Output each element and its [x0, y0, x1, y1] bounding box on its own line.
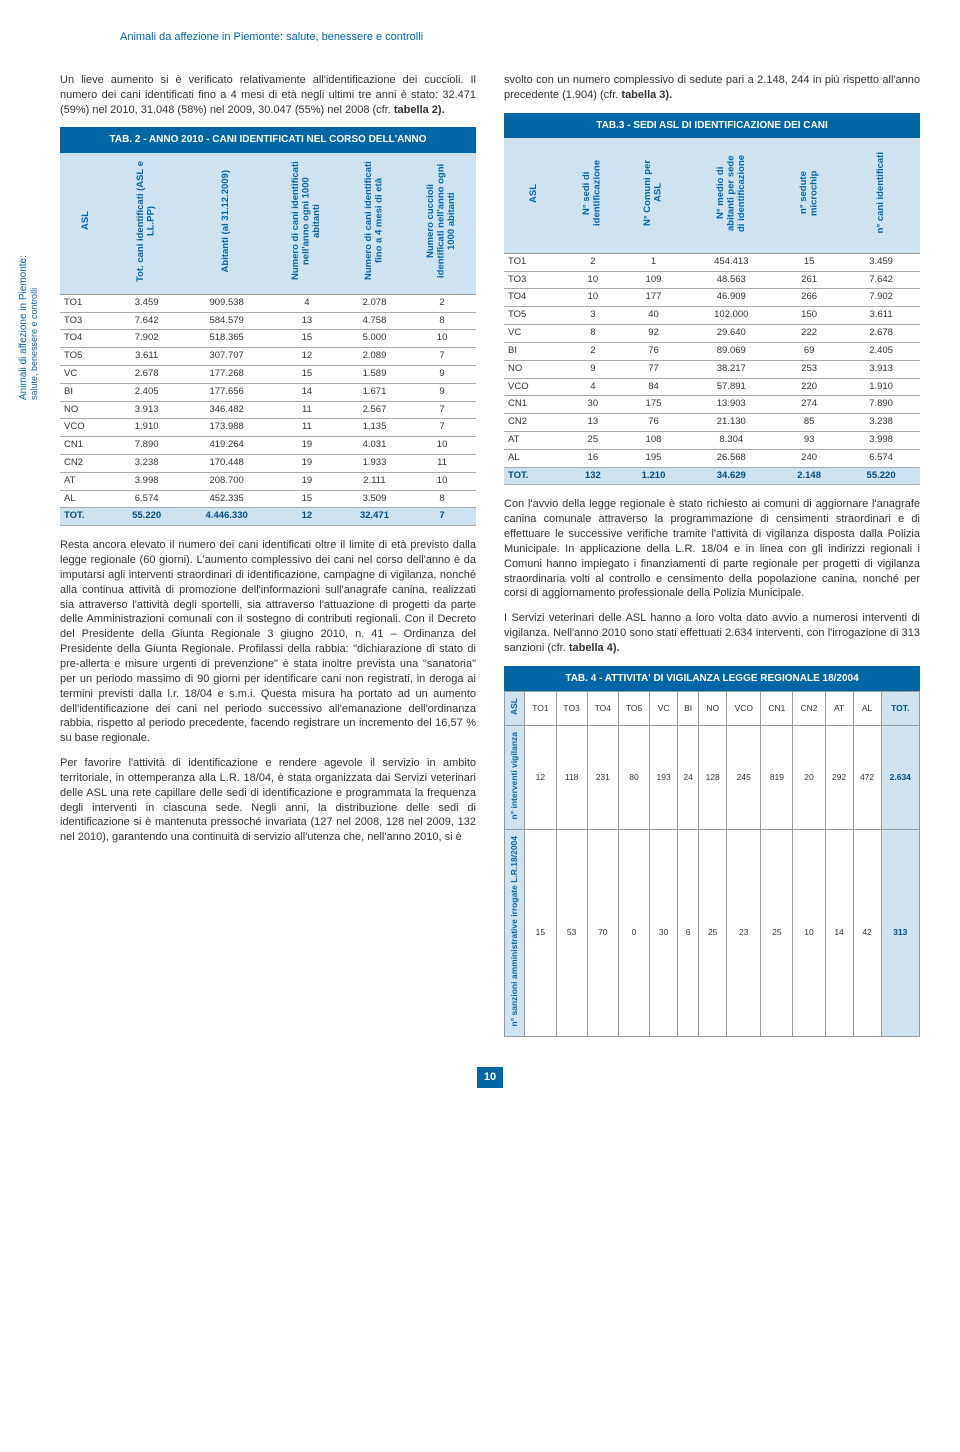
intro-paragraph-1: Un lieve aumento si è verificato relativ…	[60, 73, 476, 118]
table-row: VC89229.6402222.678	[504, 325, 920, 343]
tab2-col-4: Numero di cani identificati fino a 4 mes…	[341, 153, 408, 294]
tab4-rowhdr-sanzioni: n° sanzioni amministrative irrogate L.R.…	[505, 829, 525, 1036]
tab3-col-1: N° sedi di identificazione	[565, 138, 620, 253]
body-paragraph-5: I Servizi veterinari delle ASL hanno a l…	[504, 611, 920, 656]
table-row: CN23.238170.448191.93311	[60, 455, 476, 473]
tab2-title: TAB. 2 - ANNO 2010 - CANI IDENTIFICATI N…	[60, 127, 476, 153]
table-row: TO37.642584.579134.7588	[60, 312, 476, 330]
tab4-col-0: TO1	[525, 692, 556, 725]
table-row: TO5340102.0001503.611	[504, 307, 920, 325]
tab3-col-0: ASL	[504, 138, 565, 253]
table-row: CN13017513.9032747.890	[504, 396, 920, 414]
tab4-col-11: AL	[853, 692, 881, 725]
right-column: svolto con un numero complessivo di sedu…	[504, 73, 920, 1037]
table-row: AT251088.304933.998	[504, 431, 920, 449]
tab2-total-row: TOT.55.2204.446.3301232.4717	[60, 508, 476, 526]
table-row: AL6.574452.335153.5098	[60, 490, 476, 508]
table-row: VCO48457.8912201.910	[504, 378, 920, 396]
tab3-col-5: n° cani identificati	[842, 138, 920, 253]
tab4-col-2: TO4	[587, 692, 618, 725]
tab2-col-0: ASL	[60, 153, 113, 294]
tab4-col-4: VC	[650, 692, 678, 725]
page-number: 10	[477, 1067, 503, 1088]
tab4-col-12: TOT.	[881, 692, 919, 725]
table-row: BI2.405177.656141.6719	[60, 383, 476, 401]
tab4-table: ASLTO1TO3TO4TO5VCBINOVCOCN1CN2ATALTOT. n…	[504, 691, 920, 1036]
tab4-col-9: CN2	[793, 692, 825, 725]
tab4-col-10: AT	[825, 692, 853, 725]
tab3-total-row: TOT.1321.21034.6292.14855.220	[504, 467, 920, 485]
body-paragraph-3: Per favorire l'attività di identificazio…	[60, 756, 476, 845]
page-header: Animali da affezione in Piemonte: salute…	[120, 30, 920, 45]
tab4-col-3: TO5	[618, 692, 649, 725]
table-row: TO31010948.5632617.642	[504, 271, 920, 289]
table-row: VC2.678177.268151.5899	[60, 365, 476, 383]
tab3-col-4: n° sedute microchip	[776, 138, 842, 253]
tab3-col-3: N° medio di abitanti per sede di identif…	[687, 138, 777, 253]
side-label-line2: salute, benessere e controlli	[29, 288, 39, 400]
tab4-title: TAB. 4 - ATTIVITA' DI VIGILANZA LEGGE RE…	[504, 666, 920, 692]
table-row: TO41017746.9092667.902	[504, 289, 920, 307]
tab4-col-6: NO	[699, 692, 727, 725]
body-paragraph-2: Resta ancora elevato il numero dei cani …	[60, 538, 476, 746]
tab2-col-5: Numero cuccioli identificati nell'anno o…	[408, 153, 476, 294]
table-row: NO97738.2172533.913	[504, 360, 920, 378]
side-page-label: Animali di affezione in Piemonte: salute…	[18, 255, 40, 400]
table-row: TO53.611307.707122.0897	[60, 348, 476, 366]
tab3-col-2: N° Comuni per ASL	[620, 138, 686, 253]
body-paragraph-4: Con l'avvio della legge regionale è stat…	[504, 497, 920, 601]
table-row: TO13.459909.53842.0782	[60, 294, 476, 312]
tab4-col-5: BI	[678, 692, 699, 725]
table-row: BI27689.069692.405	[504, 342, 920, 360]
table-row: TO121454.413153.459	[504, 253, 920, 271]
col2-intro: svolto con un numero complessivo di sedu…	[504, 73, 920, 103]
table-row: VCO1.910173.988111.1357	[60, 419, 476, 437]
left-column: Un lieve aumento si è verificato relativ…	[60, 73, 476, 1037]
tab4-rowhdr-interventi: n° interventi vigilanza	[505, 725, 525, 829]
tab4-col-8: CN1	[761, 692, 793, 725]
tab4-col-7: VCO	[727, 692, 761, 725]
table-row: CN2137621.130853.238	[504, 414, 920, 432]
table-row: AT3.998208.700192.11110	[60, 472, 476, 490]
table-row: AL1619526.5682406.574	[504, 449, 920, 467]
table-row: NO3.913346.482112.5677	[60, 401, 476, 419]
tab2-col-2: Abitanti (al 31.12.2009)	[180, 153, 273, 294]
tab2-table: ASLTot. cani identificati (ASL e LL.PP)A…	[60, 153, 476, 526]
table-row: TO47.902518.365155.00010	[60, 330, 476, 348]
tab2-col-1: Tot. cani identificati (ASL e LL.PP)	[113, 153, 180, 294]
tab3-table: ASLN° sedi di identificazioneN° Comuni p…	[504, 138, 920, 485]
tab4-col-1: TO3	[556, 692, 587, 725]
tab4-rowhdr-asl: ASL	[505, 692, 525, 725]
table-row: CN17.890419.264194.03110	[60, 437, 476, 455]
tab3-title: TAB.3 - SEDI ASL DI IDENTIFICAZIONE DEI …	[504, 113, 920, 139]
tab2-col-3: Numero di cani identificati nell'anno og…	[273, 153, 341, 294]
side-label-line1: Animali di affezione in Piemonte:	[18, 255, 29, 400]
